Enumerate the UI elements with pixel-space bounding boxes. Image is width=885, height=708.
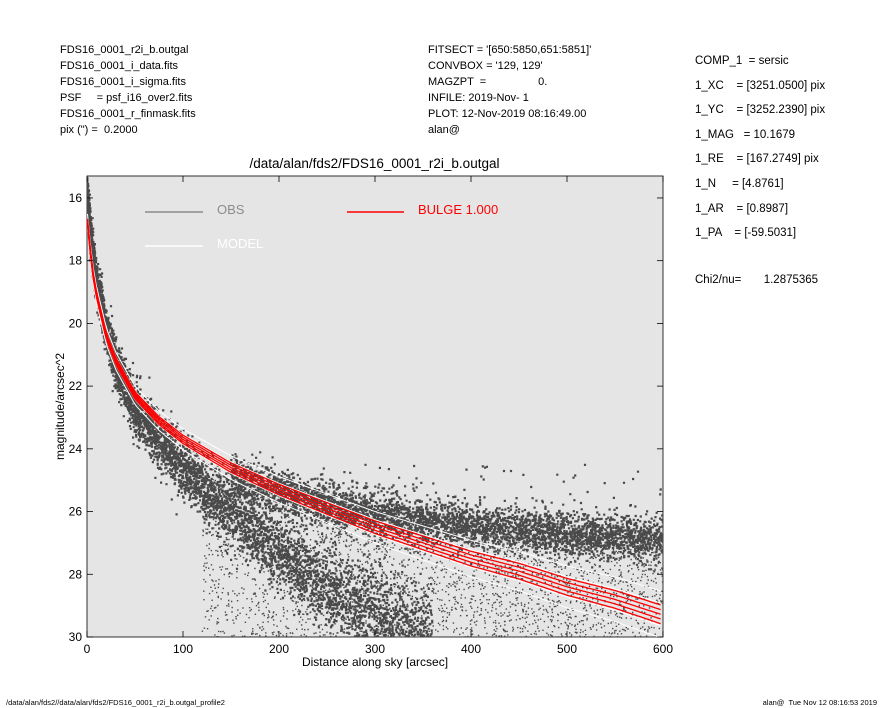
legend-label-0: OBS	[217, 202, 245, 217]
y-tick-label: 24	[69, 442, 83, 456]
y-tick-label: 26	[69, 505, 83, 519]
model-line	[87, 213, 661, 592]
header-left-line-4: FDS16_0001_r_finmask.fits	[60, 108, 196, 120]
fit-param-line-4: 1_RE = [167.2749] pix	[695, 153, 819, 166]
x-tick-label: 200	[269, 642, 289, 656]
model-line	[87, 225, 661, 626]
header-left-line-1: FDS16_0001_i_data.fits	[60, 60, 179, 72]
header-left-line-3: PSF = psf_i16_over2.fits	[60, 92, 193, 104]
legend-label-1: MODEL	[217, 236, 263, 251]
x-tick-label: 600	[653, 642, 673, 656]
bulge-line	[87, 224, 661, 625]
y-tick-label: 30	[69, 630, 83, 644]
fit-param-line-2: 1_YC = [3252.2390] pix	[695, 104, 826, 117]
bulge-line	[87, 221, 661, 615]
chi2-value: Chi2/nu= 1.2875365	[695, 274, 819, 286]
header-mid-line-5: alan@	[428, 124, 460, 136]
header-left-line-5: pix (") = 0.2000	[60, 124, 138, 136]
x-tick-label: 300	[365, 642, 385, 656]
bulge-curve	[87, 218, 661, 625]
fit-param-line-7: 1_PA = [-59.5031]	[695, 227, 797, 240]
header-mid-line-4: PLOT: 12-Nov-2019 08:16:49.00	[428, 108, 587, 120]
y-tick-label: 22	[69, 379, 83, 393]
x-tick-label: 100	[173, 642, 193, 656]
fit-param-line-1: 1_XC = [3251.0500] pix	[695, 79, 826, 92]
y-tick-label: 20	[69, 316, 83, 330]
x-axis-label: Distance along sky [arcsec]	[302, 655, 448, 669]
header-left-line-2: FDS16_0001_i_sigma.fits	[60, 76, 186, 88]
header-mid-line-3: INFILE: 2019-Nov- 1	[428, 92, 529, 104]
fit-parameters-block: COMP_1 = sersic 1_XC = [3251.0500] pix 1_Y…	[695, 49, 825, 246]
header-left-block: FDS16_0001_r2i_b.outgal FDS16_0001_i_data…	[60, 42, 196, 138]
model-line	[87, 229, 661, 637]
y-tick-label: 28	[69, 567, 83, 581]
bulge-line	[87, 223, 661, 620]
header-mid-block: FITSECT = '[650:5850,651:5851]' CONVBOX =…	[428, 42, 591, 138]
x-tick-label: 0	[84, 642, 91, 656]
header-left-line-0: FDS16_0001_r2i_b.outgal	[60, 44, 189, 56]
bulge-line	[87, 220, 661, 611]
fit-param-line-5: 1_N = [4.8761]	[695, 177, 784, 190]
y-tick-label: 18	[69, 254, 83, 268]
fit-param-line-0: COMP_1 = sersic	[695, 55, 789, 67]
header-mid-line-2: MAGZPT = 0.	[428, 76, 548, 88]
plot-content	[87, 177, 663, 637]
footer-timestamp: alan@ Tue Nov 12 08:16:53 2019	[762, 698, 877, 707]
fit-param-line-3: 1_MAG = 10.1679	[695, 128, 796, 141]
header-mid-line-0: FITSECT = '[650:5850,651:5851]'	[428, 44, 592, 56]
y-axis-label: magnitude/arcsec^2	[53, 353, 67, 460]
bulge-line	[87, 218, 661, 606]
x-tick-label: 500	[557, 642, 577, 656]
legend-label-2: BULGE 1.000	[418, 202, 498, 217]
chart-title: /data/alan/fds2/FDS16_0001_r2i_b.outgal	[249, 156, 500, 171]
y-tick-label: 16	[69, 191, 83, 205]
model-line	[87, 217, 661, 604]
obs-points	[87, 177, 663, 637]
fit-param-line-6: 1_AR = [0.8987]	[695, 202, 789, 215]
header-mid-line-1: CONVBOX = '129, 129'	[428, 60, 543, 72]
footer-path: /data/alan/fds2//data/alan/fds2/FDS16_00…	[6, 698, 225, 707]
x-tick-label: 400	[461, 642, 481, 656]
